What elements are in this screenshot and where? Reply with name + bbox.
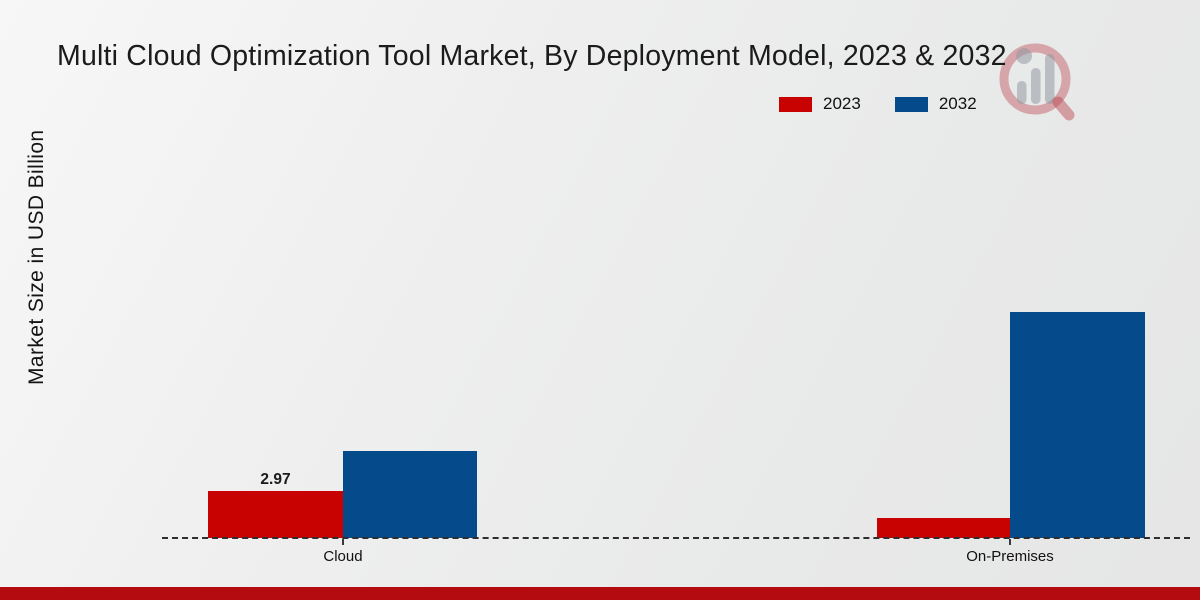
legend-swatch-2023 — [779, 96, 812, 112]
watermark-logo — [988, 30, 1084, 126]
x-axis-baseline — [162, 537, 1190, 539]
bar-cloud-2023 — [208, 491, 343, 538]
legend-label-2032: 2032 — [938, 94, 977, 113]
bar-on-premises-2023 — [877, 518, 1010, 538]
legend-label-2023: 2023 — [823, 94, 861, 113]
magnifier-bar-chart-icon — [999, 43, 1075, 121]
bar-on-premises-2032 — [1010, 311, 1145, 538]
category-label-on-premises: On-Premises — [966, 548, 1054, 565]
legend-item-2023: 2023 — [779, 94, 861, 114]
chart-title: Multi Cloud Optimization Tool Market, By… — [57, 40, 1007, 72]
data-label-cloud-2023: 2.97 — [260, 471, 291, 488]
x-axis-tick-cloud — [342, 539, 344, 545]
legend-item-2032: 2032 — [894, 94, 977, 114]
x-axis-tick-on-premises — [1009, 539, 1011, 545]
legend-swatch-2032 — [894, 96, 928, 112]
footer-accent-strip — [0, 587, 1200, 600]
category-label-cloud: Cloud — [323, 548, 363, 565]
bar-cloud-2032 — [343, 451, 477, 538]
legend: 2023 2032 — [779, 94, 977, 114]
